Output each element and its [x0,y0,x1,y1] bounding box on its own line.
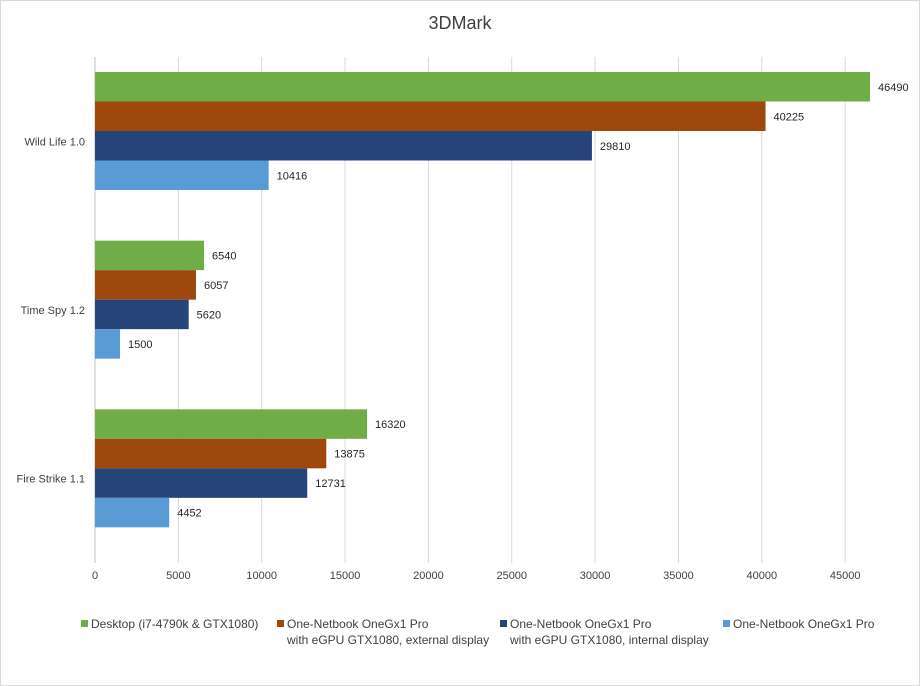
category-axis: Wild Life 1.0 Time Spy 1.2 Fire Strike 1.1 [17,136,85,485]
data-labels: 46490 40225 29810 10416 6540 6057 5620 1500 1632… [128,82,909,520]
x-tick-label: 25000 [496,570,527,582]
bar [95,299,189,330]
bar [95,270,196,300]
data-label: 6540 [212,250,236,262]
bar [95,468,308,498]
bar [95,72,870,102]
legend-swatch [81,620,88,627]
legend-label: One-Netbook OneGx1 Pro [733,617,875,631]
bar [95,497,170,528]
data-label: 46490 [878,82,909,94]
bar [95,101,766,131]
category-label: Time Spy 1.2 [21,305,85,317]
data-label: 13875 [334,449,365,461]
chart-title: 3DMark [428,13,492,33]
value-axis: 0 5000 10000 15000 20000 25000 30000 35000 40000… [92,570,861,582]
bar [95,240,205,271]
bar [95,131,592,161]
bar [95,409,368,439]
data-label: 16320 [375,419,406,431]
category-label: Wild Life 1.0 [24,136,85,148]
data-label: 40225 [774,111,805,123]
x-tick-label: 15000 [330,570,361,582]
data-label: 10416 [277,170,308,182]
bar [95,329,121,359]
data-label: 12731 [315,478,346,490]
x-tick-label: 20000 [413,570,444,582]
legend-label: with eGPU GTX1080, external display [286,633,489,647]
legend-label: Desktop (i7-4790k & GTX1080) [91,617,258,631]
data-label: 29810 [600,141,631,153]
data-label: 5620 [197,309,221,321]
legend-label: One-Netbook OneGx1 Pro [510,617,652,631]
legend-swatch [723,620,730,627]
x-tick-label: 40000 [747,570,778,582]
legend-label: with eGPU GTX1080, internal display [509,633,709,647]
bar [95,438,327,469]
x-tick-label: 30000 [580,570,611,582]
x-tick-label: 35000 [663,570,694,582]
legend-label: One-Netbook OneGx1 Pro [287,617,429,631]
category-label: Fire Strike 1.1 [17,474,85,486]
bars [95,72,870,528]
x-tick-label: 5000 [166,570,190,582]
data-label: 1500 [128,339,152,351]
legend-swatch [500,620,507,627]
bar [95,160,269,190]
legend: Desktop (i7-4790k & GTX1080) One-Netbook … [81,617,875,647]
x-tick-label: 0 [92,570,98,582]
x-tick-label: 10000 [246,570,277,582]
x-tick-label: 45000 [830,570,861,582]
legend-swatch [277,620,284,627]
data-label: 4452 [177,508,201,520]
data-label: 6057 [204,280,228,292]
